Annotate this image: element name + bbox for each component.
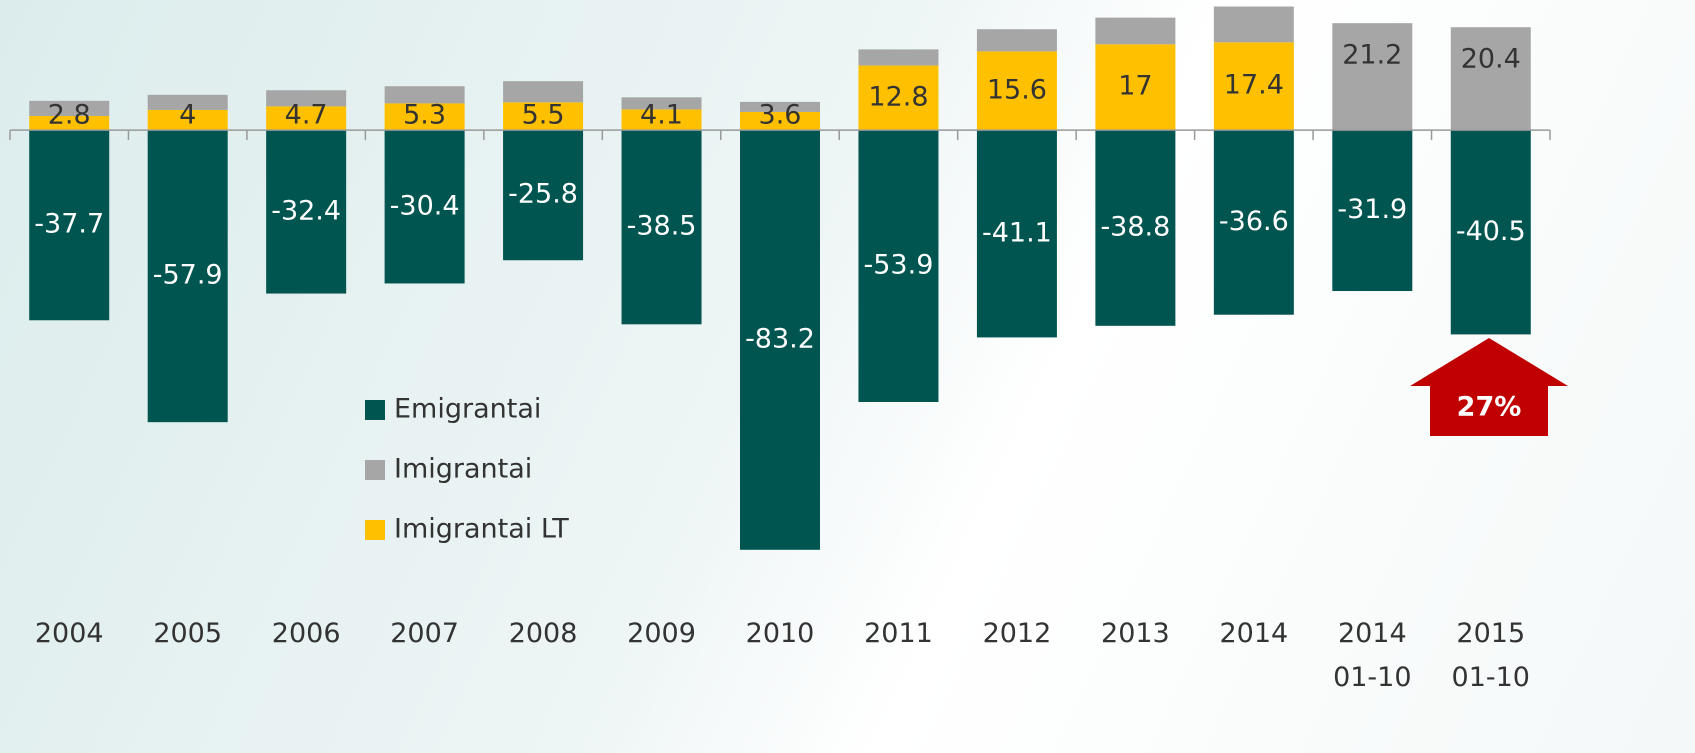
bar	[503, 81, 584, 103]
bar	[1450, 130, 1531, 335]
arrow	[1410, 338, 1568, 436]
data-label: 3.6	[759, 100, 802, 131]
data-label: -41.1	[982, 217, 1052, 248]
data-label: 4.1	[640, 100, 683, 131]
x-tick-label: 2012	[982, 618, 1052, 649]
data-label: 4	[179, 100, 196, 131]
bar	[1095, 44, 1176, 131]
x-tick-label: 2011	[864, 618, 933, 649]
legend-swatch	[365, 520, 385, 540]
x-tick-label: 2014	[1219, 618, 1289, 649]
data-label: -53.9	[864, 250, 934, 281]
x-tick-label: 2009	[627, 618, 696, 649]
legend-swatch	[365, 460, 385, 480]
x-tick-label: 2010	[745, 618, 815, 649]
x-tick-label: 2013	[1101, 618, 1170, 649]
data-label: 20.4	[1461, 44, 1521, 75]
legend-label: Imigrantai LT	[394, 514, 569, 545]
bar	[1213, 6, 1294, 43]
bar	[1095, 130, 1176, 326]
x-tick-label: 2004	[34, 618, 104, 649]
data-label: -83.2	[745, 323, 815, 354]
bar	[147, 109, 228, 131]
data-label: 17.4	[1224, 70, 1284, 101]
data-label: 4.7	[285, 100, 328, 131]
legend-label: Emigrantai	[394, 394, 541, 425]
bar	[621, 109, 702, 131]
bar	[266, 106, 347, 131]
bar	[1332, 23, 1413, 131]
data-label: 17	[1118, 71, 1152, 102]
bar	[384, 103, 465, 131]
bar	[29, 100, 110, 116]
bar	[29, 130, 110, 321]
data-label: 12.8	[868, 81, 928, 112]
bar	[1450, 27, 1531, 131]
bar	[384, 130, 465, 284]
bar	[1213, 130, 1294, 315]
bar	[503, 102, 584, 131]
data-label: 15.6	[987, 74, 1047, 105]
bar	[384, 86, 465, 104]
bar	[976, 51, 1057, 131]
bar	[147, 94, 228, 110]
legend-swatch	[365, 400, 385, 420]
bar	[1332, 130, 1413, 292]
data-label: 5.5	[522, 100, 565, 131]
x-tick-label: 2008	[508, 618, 578, 649]
data-label: -30.4	[390, 190, 460, 221]
bar	[621, 130, 702, 325]
bar	[1095, 17, 1176, 45]
data-label: 5.3	[403, 100, 446, 131]
data-label: -38.8	[1100, 211, 1170, 242]
x-tick-label: 2015 01-10	[1451, 618, 1530, 693]
data-label: -25.8	[508, 179, 578, 210]
data-label: -36.6	[1219, 206, 1289, 237]
data-label: -32.4	[271, 195, 341, 226]
bar	[266, 130, 347, 294]
bar	[740, 111, 820, 131]
x-tick-label: 2005	[153, 618, 223, 649]
bar	[740, 130, 820, 550]
data-label: -57.9	[153, 260, 223, 291]
data-label: 21.2	[1342, 40, 1402, 71]
data-label: -31.9	[1337, 194, 1407, 225]
bar	[29, 115, 110, 131]
x-tick-label: 2006	[271, 618, 341, 649]
bar	[976, 130, 1057, 338]
x-tick-label: 2014 01-10	[1333, 618, 1412, 693]
legend-label: Imigrantai	[394, 454, 532, 485]
data-label: -37.7	[34, 209, 104, 240]
bar	[858, 130, 939, 402]
data-label: -40.5	[1456, 216, 1526, 247]
x-tick-label: 2007	[390, 618, 459, 649]
bar	[976, 29, 1057, 52]
data-label: -38.5	[627, 211, 697, 242]
bar	[1213, 42, 1294, 131]
bar	[858, 49, 939, 66]
bar	[621, 97, 702, 110]
bar	[740, 101, 820, 112]
bar	[266, 90, 347, 107]
bar	[503, 130, 584, 261]
bar	[858, 65, 939, 131]
annotation: 27%	[1457, 392, 1522, 423]
data-label: 2.8	[48, 100, 91, 131]
bar	[147, 130, 228, 423]
